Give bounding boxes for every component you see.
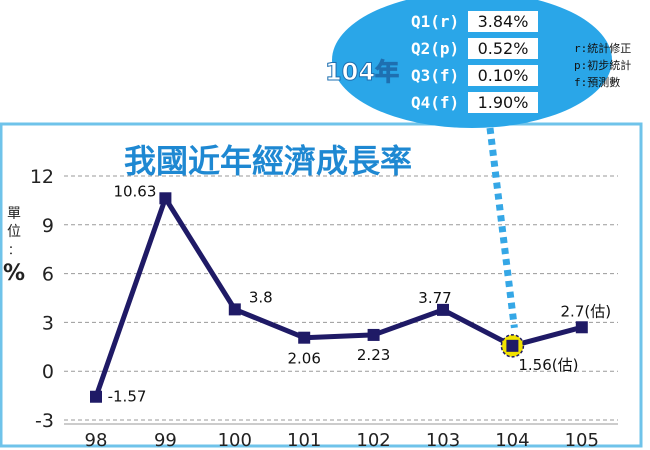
callout-line — [486, 127, 518, 329]
inset-legend-item: p:初步統計 — [574, 58, 631, 72]
inset-rows: Q1(r) 3.84% Q2(p) 0.52% Q3(f) 0.10% Q4(f) 1.90% — [411, 11, 538, 113]
unit-label-char: 位 — [7, 224, 21, 240]
unit-label-char: 單 — [7, 206, 21, 222]
inset-year-label: 104年 — [325, 58, 399, 86]
data-label: -1.57 — [108, 388, 147, 406]
chart-frame — [0, 122, 643, 448]
data-label: 2.23 — [357, 346, 390, 364]
y-tick-label: 0 — [42, 361, 54, 383]
inset-value: 0.52% — [478, 39, 529, 58]
inset-value-box — [468, 65, 538, 86]
inset-quarter-label: Q1(r) — [411, 12, 459, 31]
unit-label: 單 位 ： % — [3, 206, 25, 286]
x-tick-label: 101 — [287, 430, 321, 450]
chart-title: 我國近年經濟成長率 — [124, 142, 412, 180]
x-tick-label: 105 — [565, 430, 599, 450]
x-tick-label: 103 — [426, 430, 460, 450]
inset-value-box — [468, 92, 538, 113]
data-point — [575, 321, 588, 334]
data-points — [90, 192, 588, 403]
inset-value: 1.90% — [478, 93, 529, 112]
y-tick-label: 3 — [42, 312, 54, 334]
y-tick-label: 6 — [42, 264, 54, 286]
inset-quarter-label: Q2(p) — [411, 39, 459, 58]
inset-value: 3.84% — [478, 12, 529, 31]
inset-quarter-label: Q3(f) — [411, 66, 459, 85]
series-line — [93, 195, 583, 398]
y-axis-ticks: 12 9 6 3 0 -3 — [30, 166, 54, 432]
y-tick-label: 12 — [30, 166, 54, 188]
data-label: 3.77 — [418, 289, 451, 307]
y-tick-label: -3 — [35, 410, 54, 432]
data-point — [367, 328, 380, 341]
x-tick-label: 100 — [218, 430, 252, 450]
x-tick-label: 102 — [356, 430, 390, 450]
inset-value-box — [468, 38, 538, 59]
inset-legend-item: f:預測數 — [574, 75, 620, 89]
data-labels: -1.57 10.63 3.8 2.06 2.23 3.77 1.56(估) 2.7(估) — [108, 182, 611, 405]
x-tick-label: 98 — [85, 430, 108, 450]
unit-label-char: ： — [8, 243, 20, 257]
x-tick-label: 99 — [154, 430, 177, 450]
inset-legend: r:統計修正 p:初步統計 f:預測數 — [574, 41, 631, 89]
data-point — [159, 192, 172, 205]
data-label: 1.56(估) — [518, 356, 578, 374]
inset-bubble — [332, 0, 612, 128]
data-point — [506, 339, 519, 352]
inset-value: 0.10% — [478, 66, 529, 85]
inset-legend-item: r:統計修正 — [574, 41, 631, 55]
data-label: 2.7(估) — [561, 302, 612, 320]
x-axis-ticks: 98 99 100 101 102 103 104 105 — [85, 430, 599, 450]
inset-quarter-label: Q4(f) — [411, 93, 459, 112]
unit-label-percent: % — [3, 261, 25, 286]
data-point — [90, 390, 102, 403]
quarterly-inset: 104年 Q1(r) 3.84% Q2(p) 0.52% Q3(f) 0.10% Q4(f)… — [324, 0, 631, 128]
data-point — [228, 303, 241, 316]
data-point — [437, 303, 449, 316]
data-label: 10.63 — [113, 182, 156, 200]
data-label: 2.06 — [287, 350, 320, 368]
inset-value-box — [468, 11, 538, 32]
data-label: 3.8 — [249, 288, 273, 306]
x-tick-label: 104 — [495, 430, 529, 450]
y-tick-label: 9 — [42, 215, 54, 237]
data-point — [298, 331, 311, 344]
